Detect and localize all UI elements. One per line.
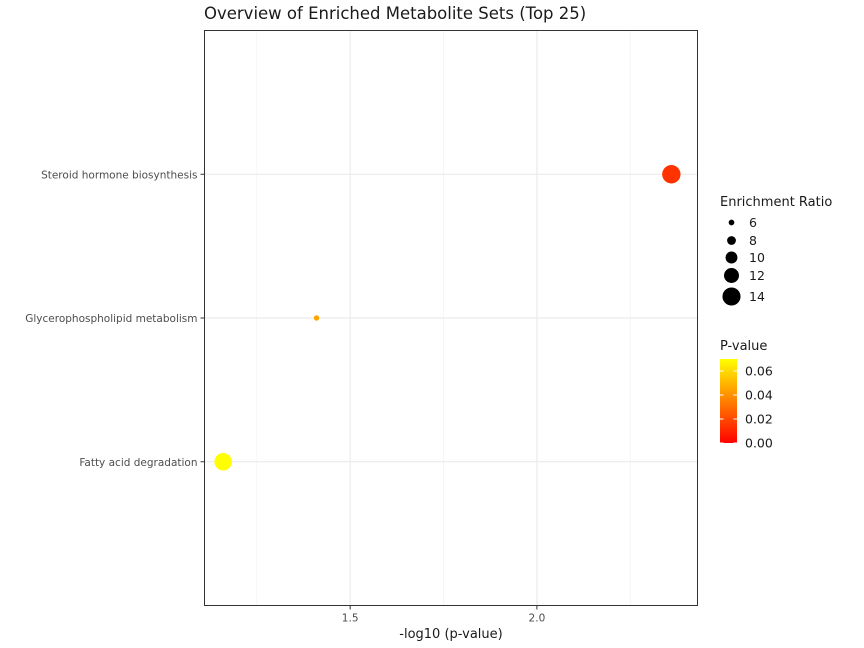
x-tick-label: 1.5	[342, 613, 359, 625]
x-tick-label: 2.0	[529, 613, 546, 625]
size-legend-title: Enrichment Ratio	[720, 195, 832, 210]
color-legend-label: 0.04	[745, 388, 773, 403]
x-axis-ticks: 1.5 2.0	[342, 605, 546, 625]
color-legend-label: 0.02	[745, 412, 773, 427]
y-tick-label: Fatty acid degradation	[79, 457, 197, 469]
size-legend-key	[724, 268, 739, 283]
size-legend-key	[725, 251, 738, 264]
size-legend-key	[722, 287, 741, 306]
data-point	[662, 165, 681, 184]
size-legend: 6 8 10 12 14	[722, 215, 765, 306]
data-points	[214, 165, 681, 471]
size-legend-label: 14	[749, 289, 765, 304]
x-axis-label: -log10 (p-value)	[399, 627, 502, 642]
grid-major	[204, 30, 698, 606]
color-legend-bar	[720, 359, 737, 443]
size-legend-label: 10	[749, 250, 765, 265]
size-legend-key	[728, 219, 735, 226]
y-axis-ticks: Steroid hormone biosynthesis Glycerophosp…	[25, 169, 205, 469]
color-legend-ticks: 0.00 0.02 0.04 0.06	[720, 364, 773, 451]
y-tick-label: Steroid hormone biosynthesis	[41, 169, 197, 181]
chart-title: Overview of Enriched Metabolite Sets (To…	[204, 4, 586, 23]
color-legend-title: P-value	[720, 339, 767, 354]
y-tick-label: Glycerophospholipid metabolism	[25, 313, 197, 325]
size-legend-key	[727, 236, 736, 245]
data-point	[214, 453, 232, 471]
color-legend-label: 0.00	[745, 436, 773, 451]
size-legend-label: 6	[749, 215, 757, 230]
size-legend-label: 12	[749, 268, 765, 283]
data-point	[313, 315, 320, 321]
color-legend-label: 0.06	[745, 364, 773, 379]
size-legend-label: 8	[749, 233, 757, 248]
